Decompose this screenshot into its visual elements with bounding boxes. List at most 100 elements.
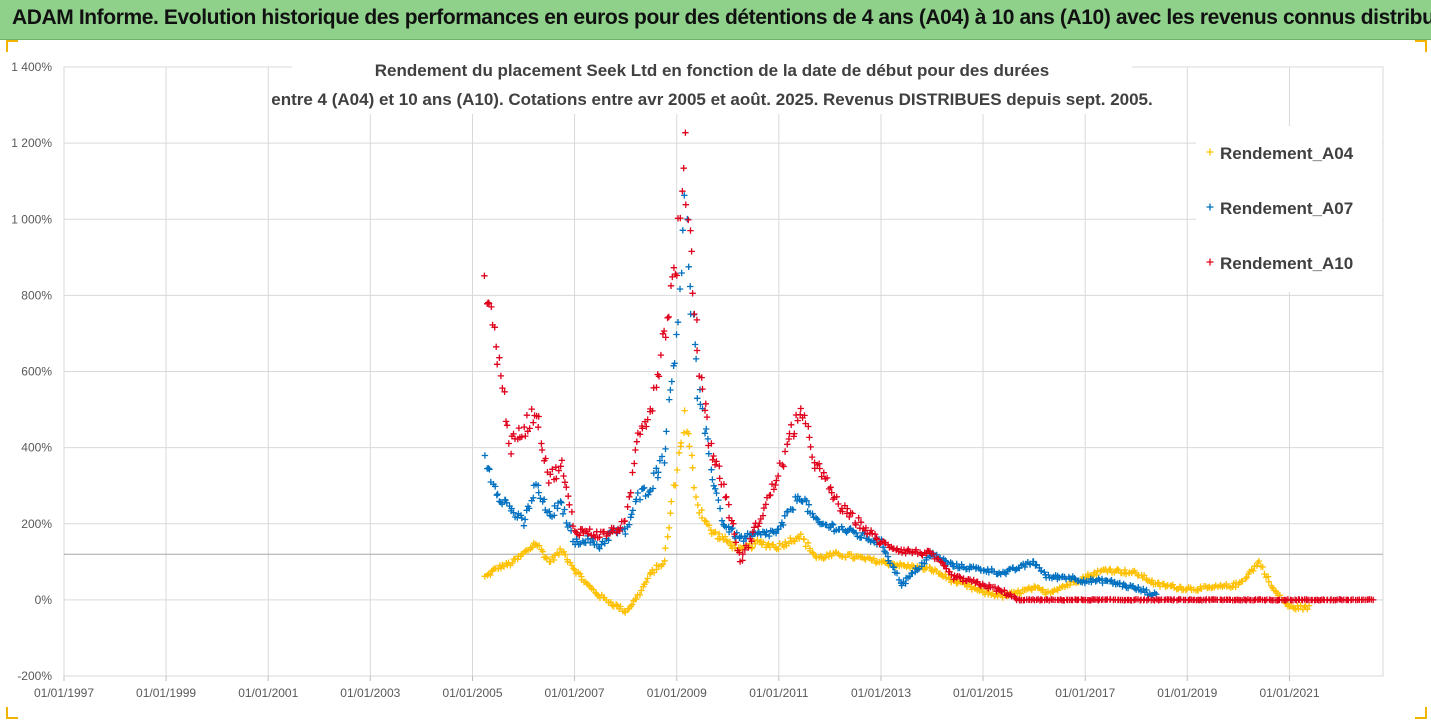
data-point-Rendement_A10 bbox=[802, 420, 809, 427]
data-point-Rendement_A04 bbox=[1305, 602, 1313, 609]
x-tick-label: 01/01/2009 bbox=[647, 686, 707, 700]
data-point-Rendement_A07 bbox=[772, 530, 780, 537]
data-point-Rendement_A07 bbox=[492, 483, 499, 490]
data-point-Rendement_A07 bbox=[685, 263, 692, 270]
data-point-Rendement_A10 bbox=[629, 469, 636, 476]
data-point-Rendement_A07 bbox=[846, 526, 853, 533]
data-point-Rendement_A10 bbox=[633, 438, 640, 445]
data-point-Rendement_A10 bbox=[664, 314, 671, 322]
data-point-Rendement_A10 bbox=[774, 472, 782, 480]
data-point-Rendement_A04 bbox=[1093, 571, 1100, 579]
data-point-Rendement_A07 bbox=[890, 564, 898, 571]
data-point-Rendement_A10 bbox=[499, 384, 506, 392]
data-point-Rendement_A07 bbox=[895, 576, 903, 584]
x-tick-label: 01/01/2005 bbox=[442, 686, 502, 700]
data-point-Rendement_A07 bbox=[666, 396, 673, 403]
data-point-Rendement_A04 bbox=[665, 524, 673, 531]
data-point-Rendement_A04 bbox=[560, 548, 567, 555]
data-point-Rendement_A07 bbox=[763, 528, 770, 535]
x-tick-label: 01/01/2001 bbox=[238, 686, 298, 700]
data-point-Rendement_A10 bbox=[679, 188, 686, 195]
data-point-Rendement_A10 bbox=[876, 541, 883, 548]
data-point-Rendement_A07 bbox=[852, 529, 860, 537]
data-point-Rendement_A10 bbox=[560, 472, 567, 480]
data-point-Rendement_A04 bbox=[1265, 578, 1272, 585]
data-point-Rendement_A10 bbox=[669, 273, 676, 281]
x-tick-label: 01/01/2021 bbox=[1259, 686, 1319, 700]
chart-area: 1 400% 1 200% 1 000% 800% 600% 400% 200% 0% -200… bbox=[0, 40, 1431, 721]
data-point-Rendement_A07 bbox=[687, 283, 694, 290]
data-point-Rendement_A10 bbox=[670, 264, 678, 271]
data-point-Rendement_A07 bbox=[879, 544, 887, 551]
data-point-Rendement_A10 bbox=[751, 524, 758, 531]
data-point-Rendement_A10 bbox=[662, 334, 669, 341]
data-point-Rendement_A07 bbox=[1071, 575, 1078, 582]
data-point-Rendement_A07 bbox=[882, 549, 889, 556]
data-point-Rendement_A07 bbox=[627, 514, 634, 521]
data-point-Rendement_A10 bbox=[703, 413, 711, 421]
y-tick-label: 200% bbox=[21, 517, 52, 531]
data-point-Rendement_A07 bbox=[520, 522, 528, 529]
data-point-Rendement_A07 bbox=[679, 227, 686, 234]
data-point-Rendement_A10 bbox=[698, 374, 705, 381]
data-point-Rendement_A04 bbox=[644, 575, 651, 582]
data-point-Rendement_A10 bbox=[501, 388, 508, 395]
data-point-Rendement_A07 bbox=[650, 470, 657, 477]
data-point-Rendement_A07 bbox=[704, 435, 712, 443]
data-point-Rendement_A10 bbox=[855, 514, 862, 522]
data-point-Rendement_A07 bbox=[649, 485, 657, 492]
data-point-Rendement_A07 bbox=[893, 570, 901, 577]
data-point-Rendement_A04 bbox=[1194, 587, 1202, 594]
data-point-Rendement_A10 bbox=[693, 347, 701, 354]
data-point-Rendement_A04 bbox=[978, 586, 985, 593]
data-point-Rendement_A10 bbox=[632, 446, 639, 454]
data-point-Rendement_A04 bbox=[659, 561, 667, 568]
data-point-Rendement_A10 bbox=[657, 351, 665, 359]
data-point-Rendement_A04 bbox=[787, 535, 794, 542]
data-point-Rendement_A04 bbox=[613, 601, 620, 608]
data-point-Rendement_A07 bbox=[636, 496, 644, 503]
data-point-Rendement_A04 bbox=[664, 533, 671, 540]
data-point-Rendement_A10 bbox=[685, 216, 692, 224]
data-point-Rendement_A10 bbox=[521, 423, 528, 431]
data-point-Rendement_A10 bbox=[784, 441, 791, 448]
data-point-Rendement_A07 bbox=[521, 516, 529, 523]
data-point-Rendement_A10 bbox=[485, 300, 493, 307]
data-point-Rendement_A04 bbox=[1264, 573, 1272, 580]
data-point-Rendement_A10 bbox=[502, 418, 510, 425]
data-point-Rendement_A07 bbox=[1032, 562, 1039, 569]
data-point-Rendement_A10 bbox=[716, 475, 723, 482]
data-point-Rendement_A07 bbox=[684, 215, 691, 223]
data-point-Rendement_A10 bbox=[609, 528, 616, 535]
data-point-Rendement_A10 bbox=[770, 486, 778, 493]
data-point-Rendement_A04 bbox=[689, 464, 696, 471]
report-title: ADAM Informe. Evolution historique des p… bbox=[12, 6, 1431, 29]
data-point-Rendement_A07 bbox=[1143, 586, 1150, 594]
data-point-Rendement_A10 bbox=[530, 419, 537, 426]
data-point-Rendement_A07 bbox=[1033, 561, 1040, 568]
data-point-Rendement_A10 bbox=[655, 373, 663, 380]
data-point-Rendement_A07 bbox=[781, 512, 788, 519]
data-point-Rendement_A04 bbox=[870, 555, 878, 562]
data-point-Rendement_A04 bbox=[576, 570, 584, 577]
data-point-Rendement_A10 bbox=[485, 299, 492, 306]
y-tick-label: 0% bbox=[35, 593, 53, 607]
data-point-Rendement_A10 bbox=[702, 400, 709, 407]
data-point-Rendement_A04 bbox=[797, 531, 804, 538]
data-point-Rendement_A10 bbox=[828, 489, 835, 496]
data-point-Rendement_A04 bbox=[667, 510, 674, 517]
data-point-Rendement_A10 bbox=[785, 435, 793, 443]
data-point-Rendement_A10 bbox=[871, 531, 879, 538]
data-point-Rendement_A04 bbox=[1243, 574, 1250, 581]
data-point-Rendement_A10 bbox=[553, 475, 560, 482]
data-point-Rendement_A10 bbox=[503, 422, 511, 429]
data-point-Rendement_A04 bbox=[694, 501, 701, 509]
data-point-Rendement_A07 bbox=[789, 506, 797, 514]
data-point-Rendement_A10 bbox=[682, 201, 689, 208]
data-point-Rendement_A07 bbox=[551, 512, 558, 519]
data-point-Rendement_A04 bbox=[1017, 590, 1025, 597]
data-point-Rendement_A07 bbox=[1080, 576, 1087, 584]
data-point-Rendement_A07 bbox=[510, 509, 517, 516]
data-point-Rendement_A04 bbox=[765, 540, 772, 547]
corner-mark-bottom-left bbox=[6, 707, 18, 719]
